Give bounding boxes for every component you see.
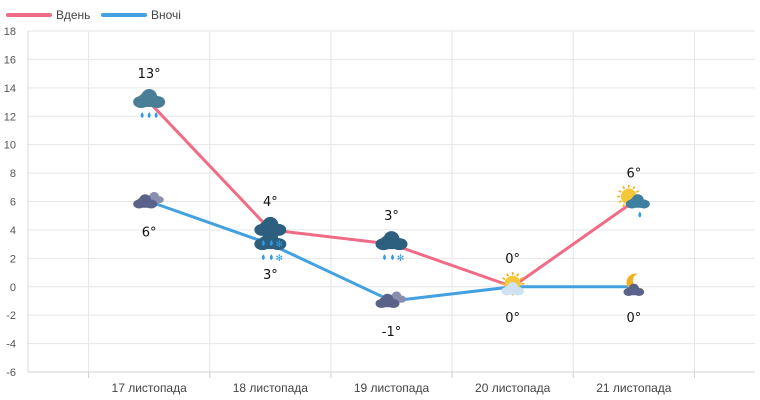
x-axis: 17 листопада 18 листопада 19 листопада 20 л… [112,381,672,395]
data-label: 6° [142,226,157,241]
y-tick-label: 0 [10,282,16,294]
rain-snow-cloud-icon: ✻ [254,216,287,250]
rain-cloud-icon [133,89,166,119]
rain-snow-cloud-icon: ✻ [254,231,287,264]
y-tick-label: 16 [4,54,16,66]
y-tick-label: 10 [4,140,16,152]
x-tick-label: 19 листопада [354,381,430,395]
cloudy-icon [375,291,407,308]
legend-label[interactable]: Вночі [151,8,181,22]
data-label: -1° [382,325,401,340]
y-tick-label: -6 [6,367,16,379]
svg-text:✻: ✻ [276,254,284,264]
data-label: 0° [505,252,520,267]
data-label: 13° [138,67,161,82]
legend: Вдень Вночі [6,8,181,22]
y-tick-label: 6 [10,197,16,209]
icons-layer: ✻ ✻ ✻ [133,89,650,308]
y-axis: -6 -4 -2 0 2 4 6 8 10 12 14 16 18 [4,26,16,379]
y-tick-label: 4 [10,225,16,237]
x-tick-label: 17 листопада [112,381,188,395]
y-tick-label: 2 [10,253,16,265]
y-tick-label: 8 [10,168,16,180]
x-tick-label: 21 листопада [596,381,672,395]
sun-cloud-rain-icon [617,184,650,218]
data-label: 0° [505,311,520,326]
svg-text:✻: ✻ [276,240,284,250]
data-label: 3° [263,268,278,283]
cloudy-icon [133,191,164,209]
y-tick-label: 14 [4,83,16,95]
x-tick-label: 20 листопада [475,381,551,395]
data-label: 0° [626,311,641,326]
legend-label[interactable]: Вдень [56,8,90,22]
y-tick-label: 12 [4,111,16,123]
data-label: 4° [263,195,278,210]
moon-cloud-icon [623,273,645,296]
x-tick-label: 18 листопада [233,381,309,395]
sun-cloud-icon [501,272,525,296]
data-labels-layer: 13° 4° 3° 0° 6° 6° 3° -1° 0° 0° [138,67,642,340]
y-tick-label: 18 [4,26,16,38]
svg-text:✻: ✻ [397,254,405,264]
y-tick-label: -2 [6,310,16,322]
rain-snow-cloud-icon: ✻ [375,231,408,264]
data-label: 3° [384,209,399,224]
y-tick-label: -4 [6,339,16,351]
data-label: 6° [626,167,641,182]
